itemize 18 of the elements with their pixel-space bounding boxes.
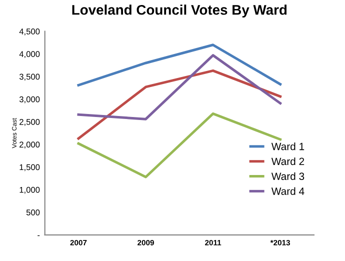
y-tick-label: 4,000 bbox=[19, 51, 40, 58]
legend-label: Ward 1 bbox=[271, 142, 304, 150]
line-series bbox=[77, 69, 282, 140]
line-series bbox=[77, 44, 282, 86]
y-tick-label: 2,500 bbox=[20, 119, 40, 126]
legend-label: Ward 2 bbox=[271, 157, 304, 166]
legend-label: Ward 4 bbox=[271, 187, 304, 195]
y-tick-label: 500 bbox=[26, 209, 40, 216]
y-tick-label: 2,000 bbox=[20, 142, 40, 149]
y-tick-label: 3,500 bbox=[19, 74, 40, 81]
y-tick-label: - bbox=[38, 235, 40, 236]
y-tick-label: 1,000 bbox=[20, 186, 40, 194]
line-series bbox=[77, 54, 282, 120]
y-tick-label: 3,000 bbox=[19, 96, 40, 104]
chart-title: Loveland Council Votes By Ward bbox=[72, 4, 287, 18]
y-tick-label: 4,500 bbox=[19, 28, 40, 36]
y-tick-label: 1,500 bbox=[20, 164, 40, 172]
legend-label: Ward 3 bbox=[271, 172, 304, 180]
